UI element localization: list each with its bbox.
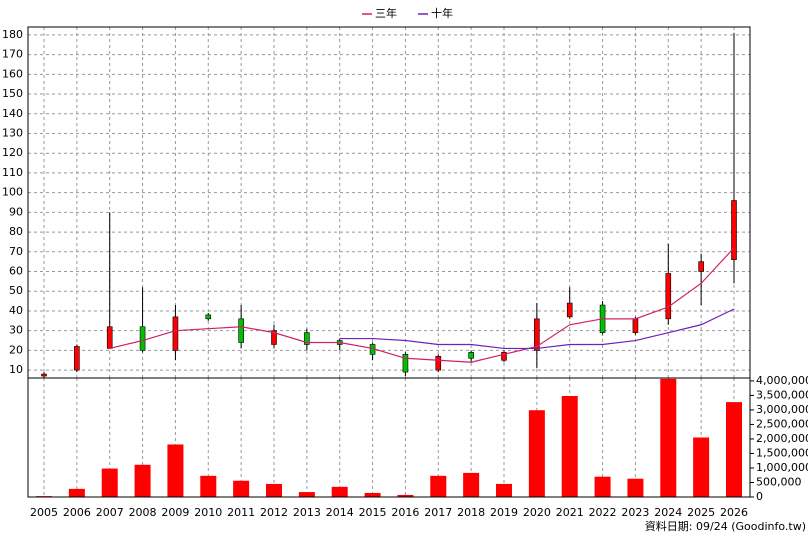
candle-body	[698, 261, 704, 272]
candle-body	[74, 346, 80, 371]
y-tick-label: 50	[9, 284, 23, 297]
legend-label: 十年	[431, 6, 453, 20]
volume-bar	[463, 472, 480, 497]
volume-bar	[496, 483, 512, 497]
volume-bar	[167, 444, 184, 497]
y-tick-label: 60	[9, 265, 23, 278]
x-tick-label: 2016	[391, 506, 419, 519]
x-tick-label: 2009	[161, 506, 189, 519]
y-tick-label: 170	[2, 48, 23, 61]
y-tick-label: 130	[2, 126, 23, 139]
volume-bar	[627, 478, 644, 497]
candle-body	[534, 318, 540, 351]
x-tick-label: 2006	[63, 506, 91, 519]
y-tick-label: 90	[9, 205, 23, 218]
y-tick-label: 3,000,000	[756, 403, 808, 416]
volume-bar	[397, 494, 414, 497]
volume-bar	[693, 437, 710, 497]
candle-body	[172, 316, 179, 351]
y-tick-label: 70	[9, 245, 23, 258]
y-tick-label: 100	[2, 186, 23, 199]
y-tick-label: 3,500,000	[756, 388, 808, 401]
y-tick-label: 1,500,000	[756, 446, 808, 459]
candle-body	[402, 354, 409, 373]
candle-body	[731, 200, 737, 260]
y-tick-label: 30	[9, 324, 23, 337]
candle-body	[238, 318, 244, 343]
volume-bar	[68, 488, 85, 497]
volume-bar	[430, 475, 447, 497]
volume-bar	[594, 476, 611, 497]
y-tick-label: 180	[2, 28, 23, 41]
volume-bar	[528, 410, 545, 497]
panel-frame	[27, 377, 751, 498]
y-tick-label: 120	[2, 146, 23, 159]
y-tick-label: 2,000,000	[756, 432, 808, 445]
y-tick-label: 140	[2, 107, 23, 120]
candle-body	[304, 332, 310, 345]
y-tick-label: 160	[2, 67, 23, 80]
volume-bar	[298, 492, 315, 497]
x-tick-label: 2017	[424, 506, 452, 519]
x-tick-label: 2024	[654, 506, 682, 519]
volume-bar	[660, 378, 677, 497]
x-tick-label: 2026	[720, 506, 748, 519]
y-tick-label: 500,000	[756, 475, 802, 488]
volume-bar	[364, 492, 381, 497]
candle-body	[41, 373, 47, 377]
y-tick-label: 80	[9, 225, 23, 238]
volume-bar	[331, 486, 348, 497]
volume-bar	[200, 475, 217, 497]
x-tick-label: 2014	[326, 506, 354, 519]
y-tick-label: 10	[9, 363, 23, 376]
x-tick-label: 2019	[490, 506, 518, 519]
candle-body	[139, 326, 146, 351]
x-tick-label: 2020	[523, 506, 551, 519]
candle-body	[271, 330, 277, 345]
panel-frame	[27, 26, 751, 379]
y-tick-label: 150	[2, 87, 23, 100]
candle-body	[566, 302, 573, 318]
candle-body	[205, 314, 212, 320]
ma-line	[339, 308, 735, 350]
y-tick-label: 4,000,000	[756, 374, 808, 387]
ma-line	[109, 247, 735, 363]
x-tick-label: 2022	[589, 506, 617, 519]
x-tick-label: 2021	[556, 506, 584, 519]
source-note: 資料日期: 09/24 (Goodinfo.tw)	[645, 519, 806, 533]
legend-label: 三年	[375, 6, 397, 20]
x-tick-label: 2010	[194, 506, 222, 519]
x-tick-label: 2025	[687, 506, 715, 519]
volume-bar	[266, 483, 282, 497]
x-tick-label: 2015	[359, 506, 387, 519]
volume-bar	[561, 395, 578, 497]
y-tick-label: 1,000,000	[756, 461, 808, 474]
x-tick-label: 2011	[227, 506, 255, 519]
candle-body	[468, 352, 474, 359]
volume-bar	[134, 464, 151, 497]
candle-body	[435, 356, 442, 371]
y-tick-label: 40	[9, 304, 23, 317]
y-tick-label: 0	[756, 490, 763, 503]
candle-body	[106, 326, 113, 349]
x-tick-label: 2012	[260, 506, 288, 519]
y-tick-label: 2,500,000	[756, 417, 808, 430]
x-tick-label: 2013	[293, 506, 321, 519]
candle-body	[501, 352, 507, 361]
y-tick-label: 110	[2, 166, 23, 179]
x-tick-label: 2018	[457, 506, 485, 519]
candle-body	[665, 273, 672, 320]
y-tick-label: 20	[9, 343, 23, 356]
x-tick-label: 2005	[30, 506, 58, 519]
x-tick-label: 2023	[621, 506, 649, 519]
volume-bar	[101, 468, 118, 497]
x-tick-label: 2007	[96, 506, 124, 519]
candle-body	[632, 318, 639, 333]
x-tick-label: 2008	[129, 506, 157, 519]
volume-bar	[233, 480, 250, 497]
volume-bar	[726, 402, 742, 497]
